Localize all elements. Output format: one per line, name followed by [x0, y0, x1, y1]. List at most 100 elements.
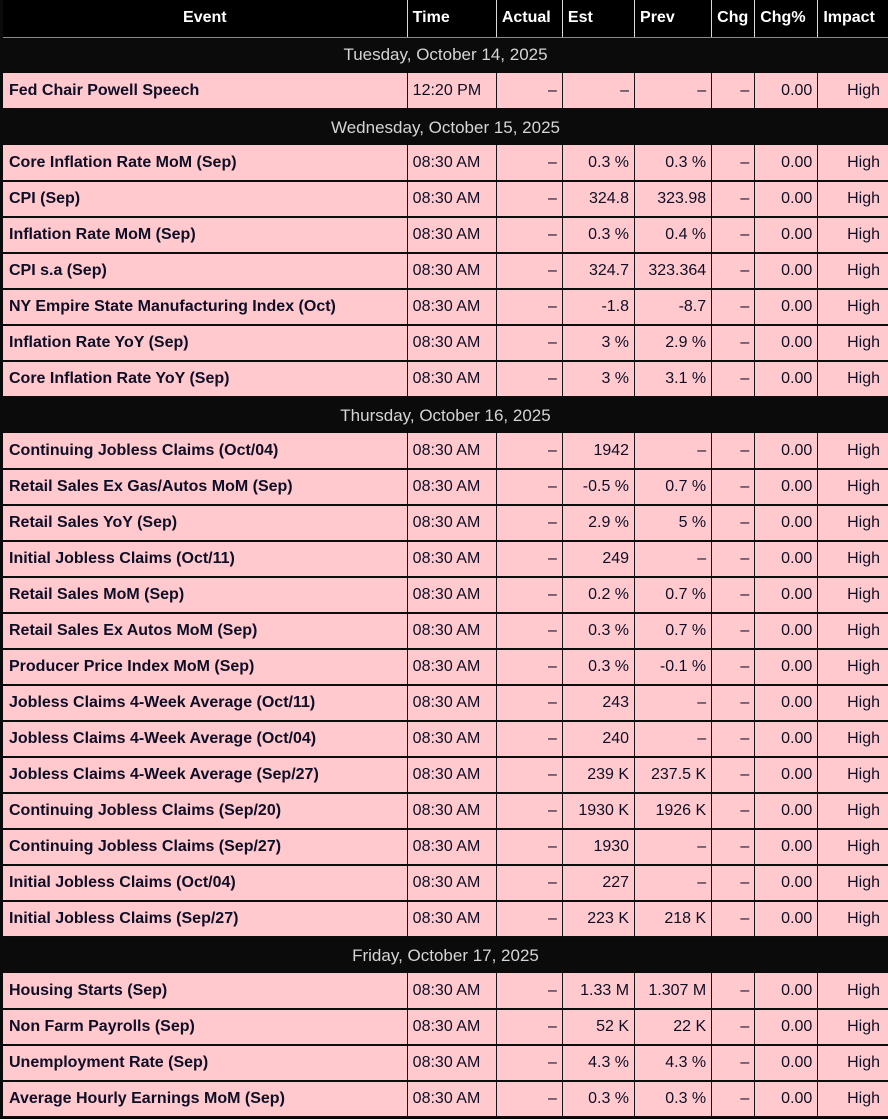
cell-chg: –	[711, 361, 755, 398]
cell-chg: –	[711, 1081, 755, 1118]
cell-actual: –	[495, 613, 563, 650]
cell-actual: –	[495, 973, 563, 1010]
cell-chg-pct: 0.00	[754, 721, 818, 758]
cell-prev: –	[634, 865, 712, 902]
cell-actual: –	[495, 253, 563, 290]
event-row[interactable]: Fed Chair Powell Speech 12:20 PM – – – –0.00 H…	[1, 73, 888, 110]
event-row[interactable]: Core Inflation Rate YoY (Sep) 08:30 AM –3 …	[1, 361, 888, 398]
cell-chg-pct: 0.00	[754, 325, 818, 362]
cell-chg-pct: 0.00	[754, 1045, 818, 1082]
cell-prev: 323.364	[634, 253, 712, 290]
event-row[interactable]: Jobless Claims 4-Week Average (Oct/11) 08…	[1, 685, 888, 722]
cell-chg-pct: 0.00	[754, 973, 818, 1010]
cell-chg: –	[711, 757, 755, 794]
cell-chg-pct: 0.00	[754, 901, 818, 938]
cell-est: 223 K	[561, 901, 635, 938]
cell-impact: High	[817, 613, 888, 650]
cell-time: 08:30 AM	[406, 685, 497, 722]
cell-prev: –	[634, 541, 712, 578]
table-header: Event Time Actual Est Prev Chg Chg% Impa…	[1, 0, 888, 38]
cell-chg-pct: 0.00	[754, 469, 818, 506]
cell-chg: –	[711, 829, 755, 866]
cell-actual: –	[495, 181, 563, 218]
cell-time: 08:30 AM	[406, 757, 497, 794]
cell-est: 0.3 %	[561, 649, 635, 686]
cell-impact: High	[817, 865, 888, 902]
event-row[interactable]: Average Hourly Earnings MoM (Sep) 08:30 A…	[1, 1081, 888, 1118]
event-row[interactable]: CPI (Sep) 08:30 AM –324.8 323.98–0.00 High	[1, 181, 888, 218]
cell-prev: 237.5 K	[634, 757, 712, 794]
cell-time: 08:30 AM	[406, 469, 497, 506]
event-row[interactable]: Jobless Claims 4-Week Average (Sep/27) 08…	[1, 757, 888, 794]
cell-time: 08:30 AM	[406, 901, 497, 938]
event-row[interactable]: Housing Starts (Sep) 08:30 AM –1.33 M 1.307…	[1, 973, 888, 1010]
cell-actual: –	[495, 541, 563, 578]
cell-prev: 1926 K	[634, 793, 712, 830]
cell-chg-pct: 0.00	[754, 1009, 818, 1046]
cell-impact: High	[817, 73, 888, 110]
cell-prev: 1.307 M	[634, 973, 712, 1010]
cell-impact: High	[817, 145, 888, 182]
event-row[interactable]: Continuing Jobless Claims (Sep/20) 08:30 …	[1, 793, 888, 830]
cell-chg-pct: 0.00	[754, 685, 818, 722]
cell-est: 0.2 %	[561, 577, 635, 614]
cell-event: Continuing Jobless Claims (Sep/20)	[1, 793, 408, 830]
cell-time: 08:30 AM	[406, 325, 497, 362]
event-row[interactable]: Inflation Rate YoY (Sep) 08:30 AM –3 % 2.9 …	[1, 325, 888, 362]
event-row[interactable]: Continuing Jobless Claims (Sep/27) 08:30 …	[1, 829, 888, 866]
cell-event: Continuing Jobless Claims (Sep/27)	[1, 829, 408, 866]
cell-chg: –	[711, 721, 755, 758]
event-row[interactable]: Core Inflation Rate MoM (Sep) 08:30 AM –0.…	[1, 145, 888, 182]
cell-chg-pct: 0.00	[754, 865, 818, 902]
cell-actual: –	[495, 901, 563, 938]
cell-prev: –	[634, 433, 712, 470]
cell-chg: –	[711, 181, 755, 218]
cell-time: 08:30 AM	[406, 793, 497, 830]
cell-actual: –	[495, 73, 563, 110]
cell-impact: High	[817, 505, 888, 542]
cell-est: 1930	[561, 829, 635, 866]
cell-actual: –	[495, 793, 563, 830]
event-row[interactable]: Retail Sales YoY (Sep) 08:30 AM –2.9 % 5 % –…	[1, 505, 888, 542]
cell-prev: 22 K	[634, 1009, 712, 1046]
column-header-chg: Chg	[711, 0, 755, 38]
event-row[interactable]: Unemployment Rate (Sep) 08:30 AM –4.3 % 4.3…	[1, 1045, 888, 1082]
cell-est: -1.8	[561, 289, 635, 326]
cell-prev: -0.1 %	[634, 649, 712, 686]
event-row[interactable]: Initial Jobless Claims (Oct/04) 08:30 AM –…	[1, 865, 888, 902]
column-header-time: Time	[406, 0, 497, 38]
event-row[interactable]: CPI s.a (Sep) 08:30 AM –324.7 323.364–0.00 H…	[1, 253, 888, 290]
cell-time: 08:30 AM	[406, 505, 497, 542]
cell-event: Retail Sales Ex Autos MoM (Sep)	[1, 613, 408, 650]
cell-est: 324.8	[561, 181, 635, 218]
date-section-row: Wednesday, October 15, 2025	[1, 109, 888, 145]
cell-est: –	[561, 73, 635, 110]
date-section-label: Wednesday, October 15, 2025	[1, 109, 888, 145]
event-row[interactable]: Continuing Jobless Claims (Oct/04) 08:30 …	[1, 433, 888, 470]
cell-event: Jobless Claims 4-Week Average (Sep/27)	[1, 757, 408, 794]
event-row[interactable]: Retail Sales Ex Autos MoM (Sep) 08:30 AM –…	[1, 613, 888, 650]
event-row[interactable]: Jobless Claims 4-Week Average (Oct/04) 08…	[1, 721, 888, 758]
cell-chg-pct: 0.00	[754, 289, 818, 326]
event-row[interactable]: Initial Jobless Claims (Oct/11) 08:30 AM –…	[1, 541, 888, 578]
event-row[interactable]: Producer Price Index MoM (Sep) 08:30 AM –0…	[1, 649, 888, 686]
cell-actual: –	[495, 757, 563, 794]
cell-chg-pct: 0.00	[754, 505, 818, 542]
cell-chg-pct: 0.00	[754, 181, 818, 218]
cell-chg: –	[711, 505, 755, 542]
cell-prev: 5 %	[634, 505, 712, 542]
cell-event: Initial Jobless Claims (Oct/04)	[1, 865, 408, 902]
cell-actual: –	[495, 1045, 563, 1082]
event-row[interactable]: Non Farm Payrolls (Sep) 08:30 AM –52 K 22 K…	[1, 1009, 888, 1046]
event-row[interactable]: Initial Jobless Claims (Sep/27) 08:30 AM –…	[1, 901, 888, 938]
event-row[interactable]: Retail Sales MoM (Sep) 08:30 AM –0.2 % 0.7 …	[1, 577, 888, 614]
event-row[interactable]: NY Empire State Manufacturing Index (Oct…	[1, 289, 888, 326]
cell-est: 227	[561, 865, 635, 902]
cell-chg-pct: 0.00	[754, 73, 818, 110]
cell-actual: –	[495, 289, 563, 326]
cell-prev: 3.1 %	[634, 361, 712, 398]
event-row[interactable]: Inflation Rate MoM (Sep) 08:30 AM –0.3 % 0.…	[1, 217, 888, 254]
event-row[interactable]: Retail Sales Ex Gas/Autos MoM (Sep) 08:30…	[1, 469, 888, 506]
cell-prev: 0.4 %	[634, 217, 712, 254]
